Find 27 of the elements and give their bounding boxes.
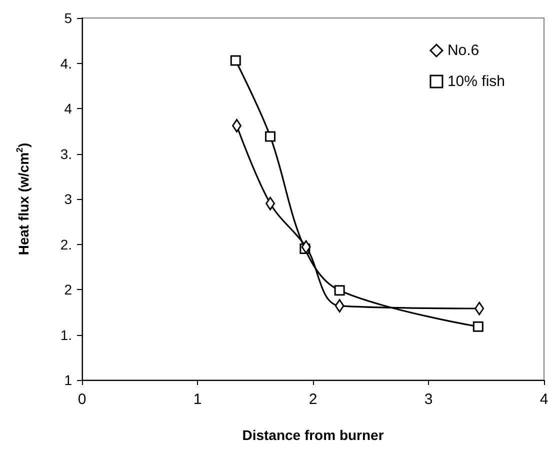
y-tick-label: 2 — [64, 282, 72, 298]
x-tick-label: 4 — [540, 391, 548, 408]
legend-label: No.6 — [447, 42, 480, 59]
y-axis-title: Heat flux (w/cm2) — [14, 142, 32, 256]
x-tick-label: 0 — [78, 391, 86, 408]
x-tick-label: 2 — [308, 391, 318, 408]
point — [334, 299, 344, 313]
x-tick-label: 1 — [193, 391, 202, 408]
point — [472, 321, 484, 332]
point — [474, 302, 484, 316]
point — [230, 55, 241, 66]
y-tick-label: 3. — [60, 146, 72, 162]
y-tick-label: 2. — [60, 236, 72, 252]
y-tick-label: 3 — [64, 191, 72, 207]
y-tick-label: 1. — [60, 326, 72, 343]
x-tick-label: 3 — [424, 391, 433, 408]
y-tick-label: 5 — [64, 10, 72, 26]
y-tick-label: 1 — [64, 372, 72, 388]
point — [265, 131, 276, 142]
point — [301, 240, 311, 254]
x-axis-title: Distance from burner — [242, 427, 384, 443]
legend-label: 10% fish — [447, 73, 506, 90]
y-tick-label: 4 — [64, 100, 72, 116]
point — [232, 118, 242, 132]
point — [334, 285, 345, 296]
y-tick-label: 4. — [60, 55, 72, 72]
point — [266, 196, 276, 210]
